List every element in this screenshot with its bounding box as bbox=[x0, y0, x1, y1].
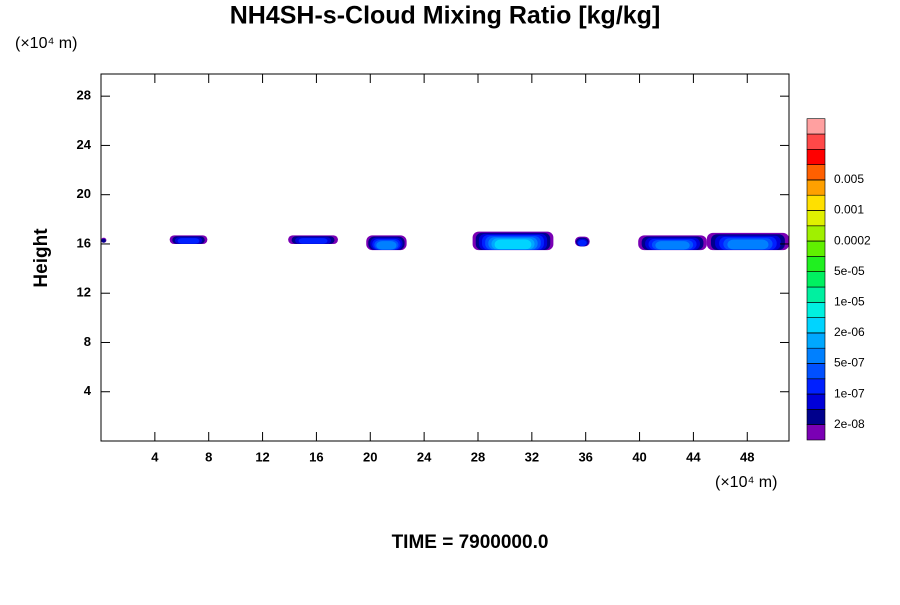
colorbar-box bbox=[806, 286, 826, 303]
colorbar-label: 0.005 bbox=[834, 172, 864, 186]
colorbar-box bbox=[806, 409, 826, 425]
time-label: TIME = 7900000.0 bbox=[392, 532, 549, 553]
y-tick-label: 20 bbox=[77, 186, 91, 201]
chart-title: NH4SH-s-Cloud Mixing Ratio [kg/kg] bbox=[230, 2, 661, 30]
colorbar-box bbox=[806, 424, 826, 441]
colorbar-box bbox=[806, 378, 826, 395]
x-tick-label: 12 bbox=[255, 449, 269, 464]
y-tick-label: 24 bbox=[77, 137, 92, 152]
y-unit: (×10⁴ m) bbox=[15, 35, 77, 52]
colorbar-box bbox=[806, 240, 826, 257]
colorbar-box bbox=[806, 301, 826, 318]
x-tick-label: 28 bbox=[471, 449, 485, 464]
colorbar-label: 1e-07 bbox=[834, 386, 865, 400]
colorbar-label: 5e-05 bbox=[834, 264, 865, 278]
cloud-layer bbox=[727, 239, 769, 250]
y-tick-label: 8 bbox=[84, 334, 91, 349]
colorbar-label: 0.001 bbox=[834, 203, 864, 217]
cloud-layer bbox=[298, 238, 328, 244]
colorbar-box bbox=[806, 210, 826, 227]
cloud-layer bbox=[376, 241, 397, 250]
colorbar-box bbox=[806, 225, 826, 242]
y-tick-label: 28 bbox=[77, 88, 91, 103]
x-tick-label: 16 bbox=[309, 449, 323, 464]
plot-frame bbox=[100, 73, 790, 442]
cloud-layer bbox=[101, 238, 106, 243]
colorbar-box bbox=[806, 179, 826, 196]
x-tick-label: 48 bbox=[740, 449, 754, 464]
x-unit: (×10⁴ m) bbox=[715, 474, 777, 491]
colorbar-box bbox=[806, 118, 826, 135]
colorbar-box bbox=[806, 363, 826, 380]
x-tick-label: 20 bbox=[363, 449, 377, 464]
y-tick-label: 4 bbox=[84, 383, 92, 398]
x-tick-label: 36 bbox=[578, 449, 592, 464]
x-tick-label: 8 bbox=[205, 449, 212, 464]
cloud-layer bbox=[578, 239, 587, 247]
colorbar-box bbox=[806, 317, 826, 334]
cloud-layer bbox=[177, 238, 200, 244]
x-tick-label: 40 bbox=[632, 449, 646, 464]
colorbar-box bbox=[806, 347, 826, 364]
colorbar-box bbox=[806, 164, 826, 181]
colorbar-box bbox=[806, 271, 826, 288]
cloud-layer bbox=[494, 239, 532, 250]
colorbar-box bbox=[806, 393, 826, 410]
y-axis-label: Height bbox=[31, 228, 52, 288]
y-tick-label: 12 bbox=[77, 285, 91, 300]
colorbar-box bbox=[806, 256, 826, 272]
cloud-layer bbox=[655, 241, 690, 250]
colorbar-box bbox=[806, 194, 826, 211]
colorbar-label: 2e-08 bbox=[834, 417, 865, 431]
colorbar-label: 5e-07 bbox=[834, 356, 865, 370]
colorbar-label: 0.0002 bbox=[834, 233, 871, 247]
x-tick-label: 44 bbox=[686, 449, 701, 464]
colorbar-box bbox=[806, 133, 826, 150]
colorbar-box bbox=[806, 332, 826, 349]
colorbar-box bbox=[806, 149, 826, 165]
x-tick-label: 32 bbox=[525, 449, 539, 464]
x-tick-label: 24 bbox=[417, 449, 432, 464]
colorbar-label: 1e-05 bbox=[834, 294, 865, 308]
y-tick-label: 16 bbox=[77, 235, 91, 250]
colorbar-label: 2e-06 bbox=[834, 325, 865, 339]
x-tick-label: 4 bbox=[151, 449, 159, 464]
